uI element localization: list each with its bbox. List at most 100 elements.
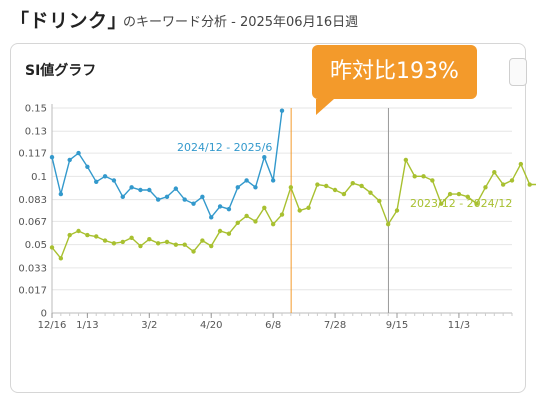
keyword-title: 「ドリンク」 (10, 10, 128, 32)
chart-menu-button[interactable] (509, 58, 527, 86)
previous-year-series-point (58, 256, 64, 261)
previous-year-series-point (341, 191, 347, 197)
previous-year-series-point (235, 220, 240, 225)
x-tick-label: 1/13 (76, 320, 98, 331)
previous-year-series-point (209, 243, 214, 249)
previous-year-series-point (76, 228, 81, 234)
y-tick-label: 0.15 (25, 104, 47, 115)
previous-year-series-point (306, 205, 311, 210)
current-year-series-point (58, 191, 64, 197)
y-tick-label: 0.117 (18, 149, 47, 160)
previous-year-series-point (244, 213, 249, 219)
previous-year-series-point (49, 245, 55, 250)
previous-year-series-point (67, 232, 72, 238)
previous-year-series-point (191, 249, 196, 254)
y-tick-label: 0.083 (18, 195, 47, 206)
current-year-series-point (173, 186, 179, 191)
previous-year-series-point (182, 242, 187, 247)
previous-year-series-point (200, 238, 205, 243)
yoy-callout-text: 昨対比193% (330, 59, 459, 84)
previous-year-series-point (173, 242, 179, 247)
previous-year-series-point (111, 241, 117, 246)
previous-year-series-point (297, 208, 302, 213)
previous-year-series-point (403, 157, 409, 163)
previous-year-series-point (138, 243, 143, 249)
x-tick-label: 7/28 (324, 320, 346, 331)
previous-year-series-point (509, 178, 515, 183)
previous-year-series-point (439, 201, 444, 206)
previous-year-series-point (147, 237, 152, 242)
previous-year-series-point (385, 221, 391, 227)
previous-year-series-point (85, 232, 90, 238)
previous-year-series-point (412, 174, 417, 179)
previous-year-series-point (359, 183, 364, 189)
current-year-series-point (147, 187, 152, 193)
x-tick-label: 9/15 (386, 320, 408, 331)
current-year-series-point (217, 204, 223, 209)
y-tick-label: 0.017 (18, 285, 47, 296)
current-year-series-point (200, 194, 205, 200)
current-year-series-label: 2024/12 - 2025/6 (177, 141, 272, 154)
previous-year-series-point (270, 221, 276, 227)
current-year-series-point (155, 197, 161, 202)
previous-year-series-point (279, 212, 285, 217)
x-tick-label: 4/20 (200, 320, 222, 331)
current-year-series-point (120, 194, 125, 200)
previous-year-series-point (492, 170, 497, 175)
previous-year-series-point (102, 238, 108, 243)
yoy-callout: 昨対比193% (312, 45, 477, 99)
previous-year-series-point (164, 239, 170, 245)
y-tick-label: 0.067 (18, 217, 47, 228)
analysis-subtitle: のキーワード分析 - 2025年06月16日週 (123, 15, 359, 30)
previous-year-series-point (253, 219, 258, 224)
previous-year-series-point (120, 239, 125, 245)
current-year-series-point (138, 187, 143, 193)
previous-year-series-point (377, 198, 382, 204)
current-year-series-point (129, 185, 134, 190)
previous-year-series-point (421, 174, 426, 179)
previous-year-series-point (315, 182, 320, 187)
previous-year-series-point (430, 178, 435, 183)
previous-year-series-point (483, 185, 488, 190)
current-year-series-line (51, 110, 283, 219)
page-header: 「ドリンク」 のキーワード分析 - 2025年06月16日週 (0, 0, 536, 38)
x-tick-label: 3/2 (141, 320, 157, 331)
previous-year-series-point (456, 191, 462, 197)
current-year-series-point (209, 215, 214, 220)
current-year-series-point (262, 155, 267, 160)
y-tick-label: 0.13 (25, 127, 47, 138)
current-year-series-point (270, 178, 276, 183)
current-year-series-point (102, 174, 108, 179)
current-year-series-point (191, 201, 196, 206)
previous-year-series-point (447, 191, 453, 197)
current-year-series-point (253, 185, 258, 190)
previous-year-series-point (217, 228, 223, 234)
previous-year-series-point (350, 180, 355, 186)
previous-year-series-point (262, 205, 267, 210)
current-year-series-point (182, 197, 187, 202)
previous-year-series-point (332, 187, 338, 193)
x-tick-label: 11/3 (448, 320, 470, 331)
previous-year-series-point (94, 234, 99, 239)
x-tick-label: 6/8 (265, 320, 281, 331)
si-chart-card: SI値グラフ (10, 43, 527, 393)
y-tick-label: 0.033 (18, 263, 47, 274)
previous-year-series-point (474, 201, 479, 206)
previous-year-series-point (368, 190, 373, 195)
current-year-series-point (244, 178, 249, 183)
yoy-callout-pointer (316, 99, 334, 115)
current-year-series-point (94, 179, 99, 184)
previous-year-series-label: 2023/12 - 2024/12 (410, 197, 512, 210)
current-year-series-point (67, 157, 72, 163)
previous-year-series-point (129, 235, 134, 241)
current-year-series-point (235, 185, 240, 190)
current-year-series-point (111, 178, 117, 183)
previous-year-series-point (518, 161, 524, 167)
current-year-series-point (226, 206, 232, 212)
current-year-series-point (279, 108, 285, 113)
chart-title: SI値グラフ (25, 63, 97, 79)
current-year-series-point (49, 155, 55, 160)
current-year-series-point (85, 164, 90, 169)
y-tick-label: 0.1 (31, 172, 47, 183)
